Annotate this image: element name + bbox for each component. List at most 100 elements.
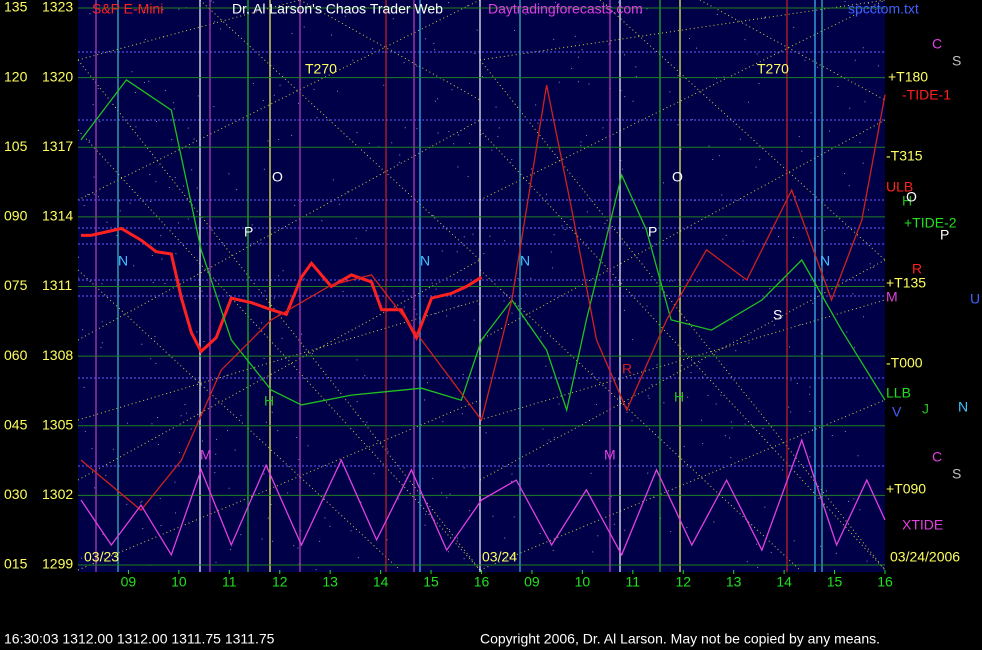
star — [846, 331, 848, 333]
star — [433, 43, 435, 45]
star — [102, 533, 104, 535]
star — [553, 38, 555, 40]
star — [517, 278, 519, 280]
star — [545, 193, 547, 195]
star — [708, 145, 710, 147]
star — [431, 282, 433, 284]
annotation: N — [820, 253, 830, 269]
star — [106, 221, 108, 223]
annotation: H — [674, 389, 684, 405]
star — [497, 136, 499, 138]
star — [553, 436, 555, 438]
star — [632, 339, 634, 341]
star — [399, 154, 401, 156]
star — [844, 173, 846, 175]
star — [315, 569, 317, 571]
annotation: N — [958, 399, 968, 415]
star — [724, 435, 726, 437]
star — [356, 359, 358, 361]
star — [793, 540, 795, 542]
star — [437, 132, 439, 134]
star — [364, 375, 366, 377]
star — [297, 547, 299, 549]
star — [480, 133, 482, 135]
star — [448, 529, 450, 531]
star — [213, 106, 215, 108]
x-tick-label: 15 — [423, 574, 439, 590]
star — [646, 8, 648, 10]
star — [358, 10, 360, 12]
star — [862, 47, 864, 49]
date-label: 03/24 — [482, 549, 517, 565]
star — [99, 121, 101, 123]
star — [432, 477, 434, 479]
annotation: -TIDE-1 — [902, 87, 951, 103]
star — [81, 557, 83, 559]
star — [82, 329, 84, 331]
star — [537, 122, 539, 124]
star — [398, 161, 400, 163]
star — [691, 119, 693, 121]
star — [489, 235, 491, 237]
annotation: +T135 — [886, 275, 926, 291]
star — [441, 250, 443, 252]
series-line — [81, 226, 483, 354]
annotation: +T180 — [888, 69, 928, 85]
star — [314, 70, 316, 72]
y2-tick-label: 030 — [4, 486, 28, 502]
source: Daytradingforecasts.com — [488, 1, 643, 17]
star — [656, 364, 658, 366]
star — [366, 421, 368, 423]
star — [270, 503, 272, 505]
star — [680, 148, 682, 150]
star — [193, 138, 195, 140]
star — [157, 444, 159, 446]
x-tick-label: 15 — [827, 574, 843, 590]
star — [156, 121, 158, 123]
star — [93, 176, 95, 178]
star — [793, 26, 795, 28]
star — [574, 35, 576, 37]
star — [730, 421, 732, 423]
annotation: S — [952, 466, 961, 482]
star — [511, 473, 513, 475]
star — [788, 346, 790, 348]
star — [365, 230, 367, 232]
projection-line — [479, 0, 886, 61]
star — [93, 193, 95, 195]
x-tick-label: 16 — [474, 574, 490, 590]
star — [545, 365, 547, 367]
star — [190, 428, 192, 430]
star — [142, 527, 144, 529]
star — [332, 12, 334, 14]
x-tick-label: 10 — [575, 574, 591, 590]
star — [161, 258, 163, 260]
star — [552, 267, 554, 269]
star — [271, 411, 273, 413]
x-tick-label: 13 — [322, 574, 338, 590]
star — [701, 419, 703, 421]
star — [720, 394, 722, 396]
star — [300, 201, 302, 203]
star — [135, 126, 137, 128]
star — [184, 404, 186, 406]
star — [491, 149, 493, 151]
star — [542, 428, 544, 430]
star — [91, 448, 93, 450]
star — [234, 449, 236, 451]
star — [126, 422, 128, 424]
star — [809, 456, 811, 458]
star — [531, 168, 533, 170]
star — [273, 94, 275, 96]
star — [764, 16, 766, 18]
star — [279, 84, 281, 86]
star — [590, 472, 592, 474]
star — [448, 131, 450, 133]
star — [592, 373, 594, 375]
star — [696, 281, 698, 283]
star — [755, 166, 757, 168]
star — [511, 480, 513, 482]
star — [416, 65, 418, 67]
star — [424, 399, 426, 401]
x-tick-label: 13 — [726, 574, 742, 590]
